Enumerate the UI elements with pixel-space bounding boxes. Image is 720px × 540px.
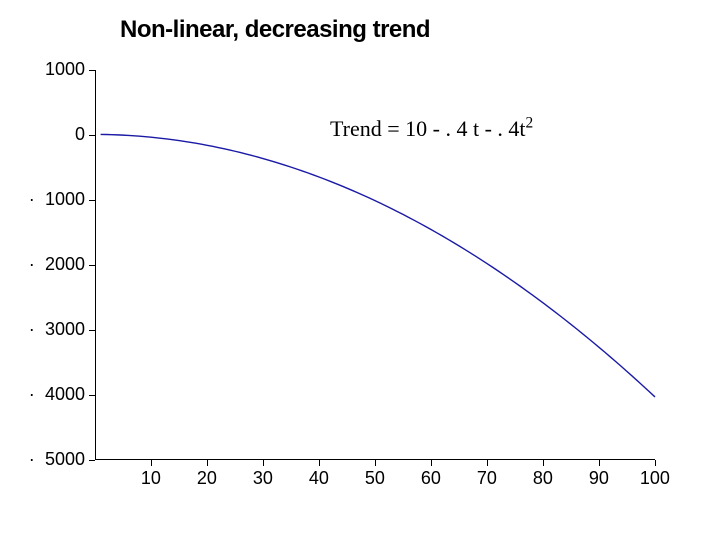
x-tick xyxy=(375,460,376,466)
x-tick xyxy=(151,460,152,466)
y-neg-indicator: · xyxy=(29,319,35,340)
x-tick-label: 60 xyxy=(421,468,441,489)
x-tick xyxy=(599,460,600,466)
y-neg-indicator: · xyxy=(29,449,35,470)
x-tick-label: 50 xyxy=(365,468,385,489)
x-tick xyxy=(655,460,656,466)
equation-annotation: Trend = 10 - . 4 t - . 4t2 xyxy=(330,116,533,142)
x-tick-label: 10 xyxy=(141,468,161,489)
x-tick xyxy=(487,460,488,466)
y-tick-label: 4000 xyxy=(45,384,85,405)
x-tick-label: 100 xyxy=(640,468,670,489)
x-tick-label: 20 xyxy=(197,468,217,489)
x-tick xyxy=(543,460,544,466)
y-tick xyxy=(89,460,95,461)
x-tick-label: 70 xyxy=(477,468,497,489)
y-neg-indicator: · xyxy=(29,189,35,210)
y-tick-label: 2000 xyxy=(45,254,85,275)
y-tick xyxy=(89,200,95,201)
y-tick-label: 5000 xyxy=(45,449,85,470)
chart-title: Non-linear, decreasing trend xyxy=(120,16,430,44)
x-tick-label: 90 xyxy=(589,468,609,489)
x-tick xyxy=(263,460,264,466)
equation-text: Trend = 10 - . 4 t - . 4t xyxy=(330,116,526,141)
x-tick-label: 80 xyxy=(533,468,553,489)
y-neg-indicator: · xyxy=(29,384,35,405)
x-tick-label: 40 xyxy=(309,468,329,489)
y-tick-label: 1000 xyxy=(45,189,85,210)
y-tick xyxy=(89,330,95,331)
x-tick xyxy=(207,460,208,466)
y-tick-label: 3000 xyxy=(45,319,85,340)
x-tick xyxy=(319,460,320,466)
y-tick xyxy=(89,70,95,71)
y-neg-indicator: · xyxy=(29,254,35,275)
y-tick xyxy=(89,395,95,396)
y-tick xyxy=(89,135,95,136)
y-tick xyxy=(89,265,95,266)
equation-superscript: 2 xyxy=(526,115,534,132)
y-tick-label: 1000 xyxy=(45,59,85,80)
x-tick-label: 30 xyxy=(253,468,273,489)
x-tick xyxy=(431,460,432,466)
y-tick-label: 0 xyxy=(75,124,85,145)
